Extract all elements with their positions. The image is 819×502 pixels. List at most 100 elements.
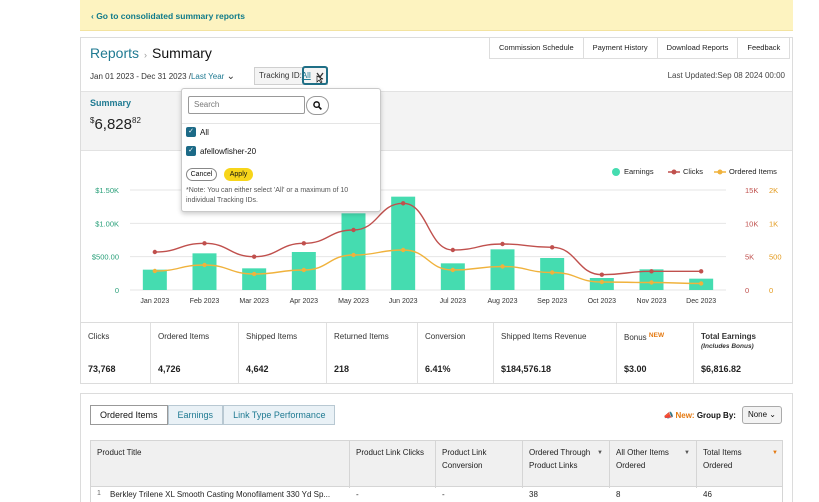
- new-label: New:: [675, 410, 695, 420]
- consolidated-summary-link[interactable]: ‹ Go to consolidated summary reports: [91, 11, 245, 21]
- tab-payment-history[interactable]: Payment History: [583, 38, 658, 59]
- option-tracking-id-label: afellowfisher-20: [200, 146, 257, 156]
- earnings-chart: 0 $500.00 $1.00K $1.50K 0 5K 10K 15K 0 500 1K 2K Jan…: [92, 186, 782, 305]
- checkbox-checked-icon[interactable]: ✓: [186, 146, 196, 156]
- header-total-items[interactable]: Total Items Ordered ▼: [697, 441, 784, 488]
- header-product-link-clicks[interactable]: Product Link Clicks: [350, 441, 436, 488]
- header-all-other-items[interactable]: All Other Items Ordered ▼: [610, 441, 697, 488]
- tracking-dropdown-toggle[interactable]: [302, 66, 328, 85]
- tracking-id-selector[interactable]: Tracking ID:All: [254, 67, 328, 85]
- tab-feedback[interactable]: Feedback: [738, 38, 791, 59]
- summary-cents: 82: [132, 116, 141, 125]
- tab-commission-schedule[interactable]: Commission Schedule: [490, 38, 584, 59]
- clicks-point: [599, 272, 605, 277]
- ordered-items-point: [599, 279, 605, 285]
- earnings-bar: [639, 269, 664, 290]
- stat-value: $184,576.18: [501, 364, 552, 374]
- ordered-items-point: [152, 268, 158, 274]
- x-tick-label: Jan 2023: [140, 298, 169, 305]
- x-tick-label: Dec 2023: [686, 298, 716, 305]
- stat-shipped-revenue: Shipped Items Revenue $184,576.18: [494, 323, 617, 383]
- table-row[interactable]: 1 Berkley Trilene XL Smooth Casting Mono…: [90, 487, 783, 502]
- clicks-point: [500, 241, 505, 247]
- group-by-select[interactable]: None ⌄: [741, 406, 782, 424]
- row-clicks: -: [356, 490, 359, 499]
- stats-row: Clicks 73,768 Ordered Items 4,726 Shipped …: [81, 322, 792, 383]
- tab-download-reports[interactable]: Download Reports: [657, 38, 739, 59]
- clicks-point: [351, 227, 356, 233]
- date-preset-link[interactable]: Last Year: [190, 72, 225, 81]
- stat-ordered-items: Ordered Items 4,726: [151, 323, 239, 383]
- clicks-point: [301, 241, 307, 246]
- row-product-title[interactable]: Berkley Trilene XL Smooth Casting Monofi…: [110, 490, 331, 499]
- earnings-legend-marker: [612, 167, 620, 176]
- x-tick-label: May 2023: [338, 298, 369, 305]
- stat-label: Bonus NEW: [624, 332, 664, 342]
- header-ordered-through-links[interactable]: Ordered Through Product Links ▼: [523, 441, 610, 488]
- stat-shipped-items: Shipped Items 4,642: [239, 323, 327, 383]
- stat-value: 4,726: [158, 364, 181, 374]
- x-tick-label: Jun 2023: [389, 298, 418, 305]
- clicks-point: [202, 241, 207, 246]
- new-badge: NEW: [648, 332, 665, 339]
- header-product-link-conversion[interactable]: Product Link Conversion: [436, 441, 523, 488]
- tab-link-type-performance[interactable]: Link Type Performance: [223, 405, 336, 425]
- stat-label: Clicks: [88, 332, 110, 341]
- stat-label: Returned Items: [334, 332, 389, 341]
- popup-note: *Note: You can either select 'All' or a …: [186, 187, 349, 204]
- sort-icon[interactable]: ▼: [772, 450, 778, 456]
- tab-earnings[interactable]: Earnings: [167, 405, 224, 425]
- y-right-clicks-tick-label: 0: [745, 286, 749, 295]
- checkbox-checked-icon[interactable]: ✓: [186, 127, 196, 137]
- breadcrumb-reports-link[interactable]: Reports: [90, 45, 140, 61]
- header-product-title[interactable]: Product Title: [91, 441, 350, 488]
- option-tracking-id[interactable]: ✓ afellowfisher-20: [186, 146, 256, 156]
- clicks-point: [649, 269, 654, 274]
- earnings-bar: [490, 249, 515, 290]
- x-tick-label: Oct 2023: [588, 298, 617, 305]
- group-by-value: None: [747, 410, 768, 419]
- ordered-items-point: [649, 280, 654, 285]
- sort-icon[interactable]: ▼: [597, 450, 603, 456]
- stat-value: $3.00: [624, 364, 647, 374]
- ordered-items-point: [351, 252, 356, 258]
- stat-value: 4,642: [246, 364, 269, 374]
- row-conversion: -: [442, 490, 445, 499]
- earnings-bar: [242, 268, 267, 290]
- table-header: Product Title Product Link Clicks Produc…: [90, 440, 784, 488]
- chevron-down-icon: ⌄: [769, 410, 776, 419]
- option-all[interactable]: ✓ All: [186, 127, 209, 137]
- sort-icon[interactable]: ▼: [684, 450, 690, 456]
- tracking-search-input[interactable]: Search: [188, 96, 305, 114]
- breadcrumb: Reports › Summary: [90, 45, 212, 61]
- x-tick-label: Sep 2023: [537, 298, 567, 305]
- date-range[interactable]: Jan 01 2023 - Dec 31 2023 /Last Year ⌄: [90, 71, 235, 82]
- stat-label: Ordered Items: [158, 332, 210, 341]
- stat-conversion: Conversion 6.41%: [418, 323, 494, 383]
- legend-clicks: Clicks: [668, 167, 703, 176]
- search-button[interactable]: [306, 96, 329, 115]
- ordered-items-point: [450, 267, 456, 273]
- bonus-label: Bonus: [624, 333, 647, 342]
- tracking-id-value[interactable]: All: [301, 71, 311, 80]
- legend-ordered: Ordered Items: [714, 167, 777, 176]
- clicks-point: [549, 245, 555, 250]
- tab-ordered-items[interactable]: Ordered Items: [90, 405, 168, 425]
- clicks-point: [698, 269, 704, 274]
- cancel-button[interactable]: Cancel: [186, 168, 217, 181]
- stat-value: 73,768: [88, 364, 116, 374]
- chevron-down-icon[interactable]: ⌄: [226, 71, 235, 82]
- popup-divider: [182, 123, 380, 124]
- clicks-point: [251, 254, 257, 259]
- header-ordered-through-links-label: Ordered Through Product Links: [529, 448, 591, 470]
- breadcrumb-separator: ›: [144, 50, 148, 60]
- header-all-other-items-label: All Other Items Ordered: [616, 448, 669, 470]
- x-tick-label: Apr 2023: [290, 298, 319, 305]
- legend-ordered-label: Ordered Items: [729, 167, 777, 176]
- apply-button[interactable]: Apply: [224, 168, 253, 181]
- stat-label: Conversion: [425, 332, 466, 341]
- ordered-items-point: [202, 262, 207, 268]
- group-by-label: Group By:: [696, 410, 736, 420]
- y-right-clicks-tick-label: 10K: [745, 219, 758, 228]
- header-total-items-label: Total Items Ordered: [703, 448, 742, 470]
